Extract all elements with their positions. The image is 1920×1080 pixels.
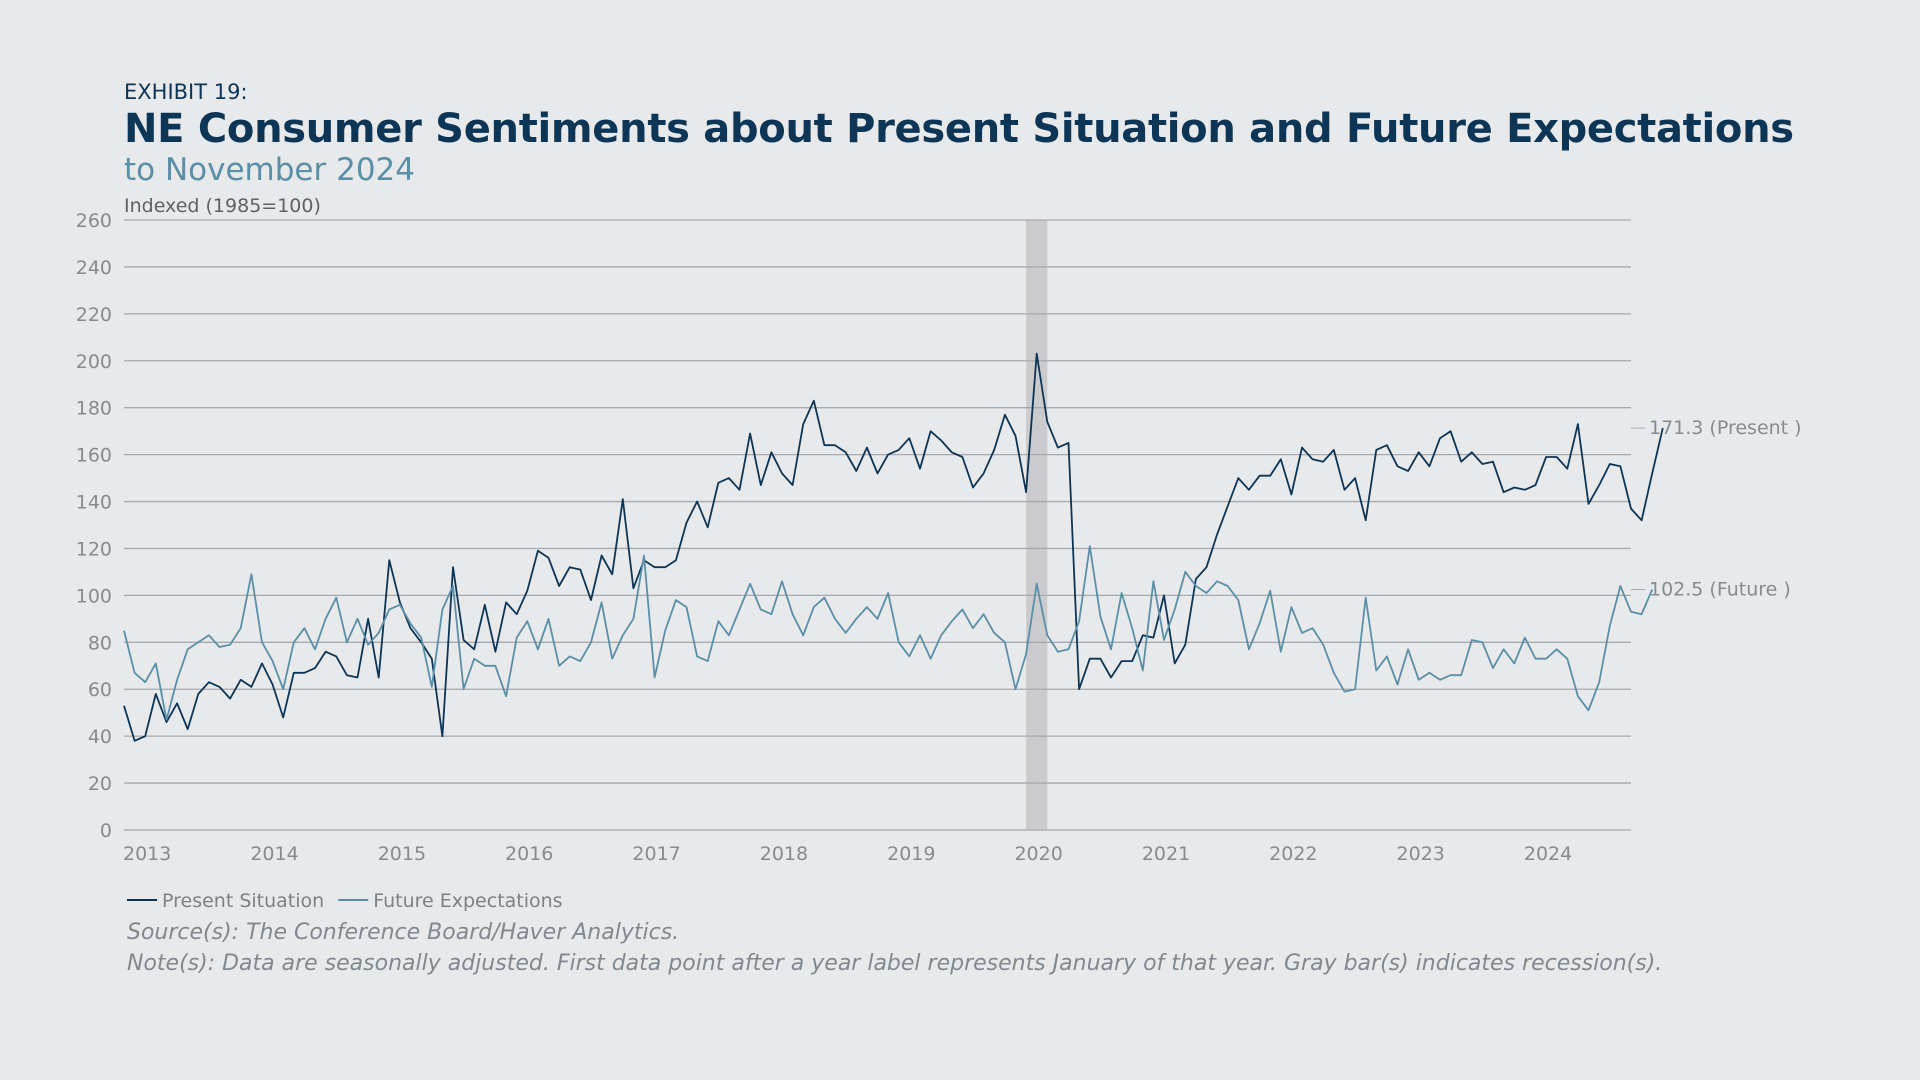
exhibit-label: EXHIBIT 19:	[124, 80, 248, 104]
y-tick-label: 140	[76, 492, 112, 514]
x-axis-ticks: 2013 2014 2015 2016 2017 2018 2019 2020 2021 2022…	[123, 843, 1572, 865]
y-axis-ticks: 0 20 40 60 80 100 120 140 160 180 200 220 240 260	[76, 210, 112, 842]
series-line-future-expectations	[123, 545, 1654, 721]
y-tick-label: 40	[88, 726, 112, 748]
end-labels: 171.3 (Present ) 102.5 (Future )	[1631, 417, 1802, 601]
y-tick-label: 20	[88, 773, 112, 795]
source-note: Source(s): The Conference Board/Haver An…	[127, 920, 680, 945]
x-tick-label: 2018	[760, 843, 808, 865]
y-tick-label: 240	[76, 257, 112, 279]
x-tick-label: 2021	[1142, 843, 1190, 865]
y-tick-label: 220	[76, 304, 112, 326]
y-tick-label: 120	[76, 538, 112, 560]
x-tick-label: 2023	[1397, 843, 1445, 865]
x-tick-label: 2016	[505, 843, 553, 865]
x-tick-label: 2015	[378, 843, 426, 865]
legend: Present Situation Future Expectations	[127, 890, 563, 912]
x-tick-label: 2013	[123, 843, 171, 865]
y-tick-label: 180	[76, 398, 112, 420]
x-tick-label: 2022	[1269, 843, 1317, 865]
recession-bar-0	[1026, 220, 1048, 830]
y-tick-label: 200	[76, 351, 112, 373]
end-label: 102.5 (Future )	[1649, 579, 1791, 601]
y-tick-label: 0	[100, 820, 112, 842]
recession-bars	[1026, 220, 1048, 830]
y-tick-label: 100	[76, 585, 112, 607]
legend-label: Present Situation	[162, 890, 324, 912]
series-line-present-situation	[123, 352, 1664, 742]
chart-subtitle: to November 2024	[124, 152, 415, 188]
y-tick-label: 60	[88, 679, 112, 701]
x-tick-label: 2020	[1014, 843, 1062, 865]
x-tick-label: 2019	[887, 843, 935, 865]
y-axis-label: Indexed (1985=100)	[124, 195, 321, 217]
gridlines	[124, 219, 1631, 831]
y-tick-label: 260	[76, 210, 112, 232]
y-tick-label: 160	[76, 445, 112, 467]
end-label: 171.3 (Present )	[1649, 417, 1802, 439]
footnote: Note(s): Data are seasonally adjusted. F…	[127, 951, 1663, 976]
x-tick-label: 2024	[1524, 843, 1572, 865]
x-tick-label: 2014	[250, 843, 298, 865]
chart-title: NE Consumer Sentiments about Present Sit…	[124, 106, 1794, 152]
series-lines	[123, 352, 1664, 742]
x-tick-label: 2017	[632, 843, 680, 865]
legend-label: Future Expectations	[373, 890, 562, 912]
y-tick-label: 80	[88, 632, 112, 654]
